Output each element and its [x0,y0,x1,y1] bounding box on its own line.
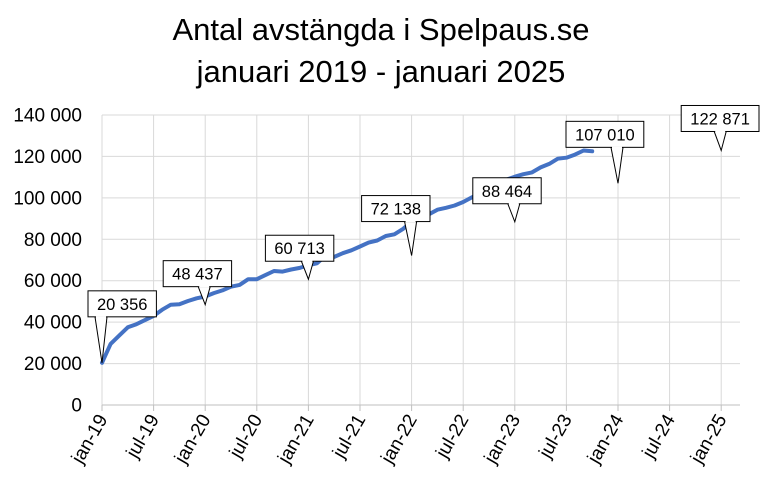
data-label: 88 464 [472,177,542,224]
y-tick-label: 80 000 [24,230,82,251]
y-tick-label: 60 000 [24,271,82,292]
data-label: 60 713 [264,234,335,281]
x-tick-label: jan-19 [67,411,112,468]
data-label-box [264,234,335,262]
data-label-text: 122 871 [690,110,750,128]
x-tick-label: jan-21 [274,411,319,468]
chart-title: Antal avstängda i Spelpaus.se [172,12,590,47]
y-tick-label: 0 [71,396,82,417]
y-tick-label: 140 000 [13,106,82,127]
data-label: 107 010 [565,120,645,184]
data-label-pointer [300,260,315,281]
data-label-text: 72 138 [371,201,421,219]
data-label-box [361,195,431,223]
x-tick-label: jul-22 [432,411,474,463]
x-tick-label: jul-24 [638,411,680,463]
y-tick-label: 100 000 [13,188,82,209]
data-label-text: 48 437 [172,266,222,284]
data-label: 72 138 [361,195,431,256]
y-axis: 0 20 000 40 000 60 000 80 000 100 000 120 000 1… [13,106,82,417]
data-label-box [680,104,760,132]
data-label-pointer [610,146,624,184]
data-label-box [162,260,233,288]
data-label-pointer [507,203,521,224]
data-label-pointer [713,130,727,153]
chart-subtitle: januari 2019 - januari 2025 [196,54,566,89]
y-tick-label: 40 000 [24,313,82,334]
x-tick-label: jul-19 [122,411,164,463]
x-tick-label: jan-20 [170,411,215,468]
data-label-box [565,120,645,148]
x-tick-label: jul-23 [535,411,577,463]
x-tick-label: jan-25 [686,411,731,468]
x-tick-label: jan-24 [583,411,628,468]
x-axis: jan-19 jul-19 jan-20 jul-20 jan-21 jul-21 jan-… [67,404,740,468]
x-tick-label: jul-20 [225,411,267,463]
data-label: 20 356 [87,290,157,363]
y-tick-label: 20 000 [24,354,82,375]
y-tick-label: 120 000 [13,147,82,168]
data-label-box [87,290,157,318]
gridlines [101,114,740,406]
x-tick-label: jan-22 [377,411,422,468]
x-tick-label: jul-21 [328,411,370,463]
data-label-pointer [403,221,418,256]
data-label: 48 437 [162,260,233,307]
data-label-text: 60 713 [274,240,324,258]
data-label-text: 88 464 [482,183,532,201]
data-label-box [472,177,542,205]
data-label-text: 20 356 [97,296,147,314]
x-tick-label: jan-23 [480,411,525,468]
data-label-text: 107 010 [575,126,635,144]
data-label-group: 20 356 48 437 60 713 72 138 88 464 107 010 122… [87,104,760,363]
data-label: 122 871 [680,104,760,153]
